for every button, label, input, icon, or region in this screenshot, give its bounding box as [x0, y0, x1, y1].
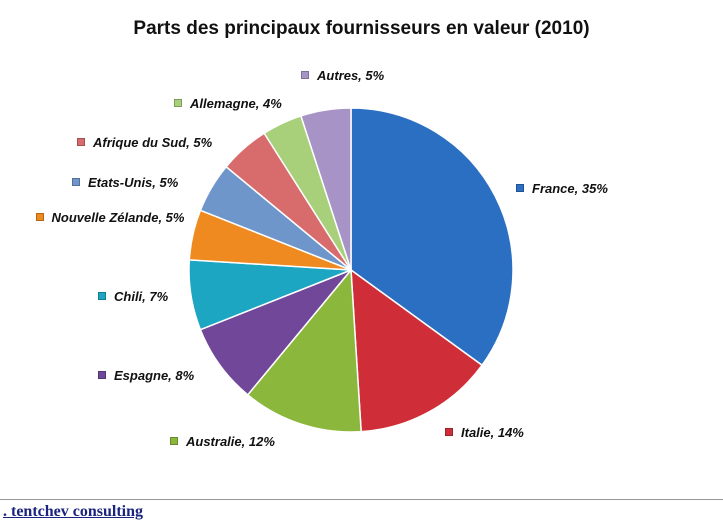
legend-marker — [301, 71, 309, 79]
pie-slice — [246, 268, 362, 433]
data-label: Australie, 12% — [186, 434, 275, 449]
data-label: Allemagne, 4% — [190, 96, 282, 111]
footer-link[interactable]: . tentchev consulting — [3, 503, 143, 520]
legend-marker — [35, 213, 44, 221]
legend-marker — [174, 99, 182, 107]
data-label-group: Allemagne, 4% — [174, 93, 282, 114]
data-label: Espagne, 8% — [114, 368, 195, 383]
data-label: Chili, 7% — [114, 289, 169, 304]
data-label-group: Chili, 7% — [98, 286, 168, 307]
data-label: Etats-Unis, 5% — [88, 175, 179, 190]
data-label-group: Nouvelle Zélande, 5% — [30, 207, 190, 228]
legend-marker — [516, 184, 524, 192]
data-label-group: Autres, 5% — [301, 65, 384, 86]
data-label-group: Afrique du Sud, 5% — [77, 132, 212, 153]
data-label-group: Etats-Unis, 5% — [72, 172, 178, 193]
data-label-group: France, 35% — [516, 178, 608, 199]
pie-slice — [350, 107, 514, 367]
pie-slice — [350, 268, 484, 433]
legend-marker — [98, 371, 106, 379]
data-label: Afrique du Sud, 5% — [93, 135, 213, 150]
data-label: France, 35% — [532, 181, 608, 196]
data-label: Nouvelle Zélande, 5% — [51, 210, 185, 225]
legend-marker — [445, 428, 453, 436]
legend-marker — [98, 292, 106, 300]
data-label: Autres, 5% — [317, 68, 385, 83]
pie-slice — [299, 107, 352, 271]
data-label-group: Australie, 12% — [170, 431, 275, 452]
data-label: Italie, 14% — [461, 425, 524, 440]
legend-marker — [77, 138, 85, 146]
data-label-group: Italie, 14% — [445, 422, 524, 443]
chart — [188, 107, 514, 433]
chart-title: Parts des principaux fournisseurs en val… — [133, 18, 590, 39]
legend-marker — [72, 178, 80, 186]
separator — [0, 499, 723, 500]
legend-marker — [170, 437, 178, 445]
data-label-group: Espagne, 8% — [98, 365, 194, 386]
